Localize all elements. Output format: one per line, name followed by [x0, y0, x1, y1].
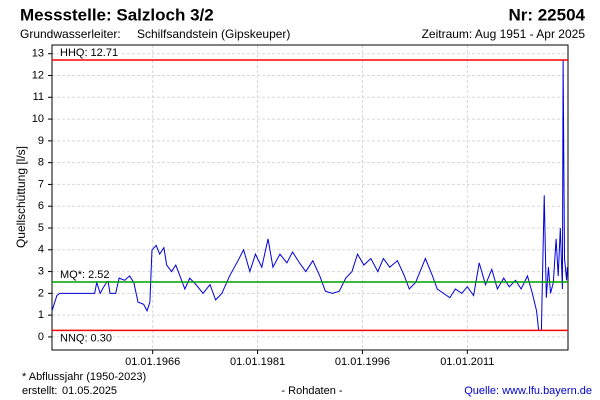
- y-tick-label: 8: [38, 157, 44, 169]
- y-tick-label: 7: [38, 178, 44, 190]
- station-number: Nr: 22504: [508, 5, 585, 24]
- x-tick-label: 01.01.1981: [230, 356, 285, 368]
- y-tick-label: 5: [38, 222, 44, 234]
- reference-label-bg: [59, 46, 120, 59]
- y-tick-label: 6: [38, 200, 44, 212]
- period: Zeitraum: Aug 1951 - Apr 2025: [422, 27, 586, 41]
- x-tick-label: 01.01.2011: [440, 356, 494, 368]
- x-tick-label: 01.01.1966: [125, 356, 180, 368]
- reference-label-bg: [59, 332, 113, 345]
- y-tick-label: 11: [33, 91, 44, 103]
- y-tick-label: 10: [32, 113, 44, 125]
- y-axis-label: Quellschüttung [l/s]: [14, 146, 28, 248]
- y-tick-label: 3: [38, 265, 44, 277]
- y-tick-label: 2: [38, 287, 44, 299]
- created-date: 01.05.2025: [62, 385, 117, 397]
- source: Quelle: www.lfu.bayern.de: [464, 385, 592, 397]
- data-line: [51, 60, 568, 331]
- aquifer: Schilfsandstein (Gipskeuper): [137, 27, 290, 41]
- data-note: - Rohdaten -: [281, 385, 342, 397]
- y-tick-label: 9: [38, 135, 44, 147]
- y-tick-label: 0: [38, 331, 44, 343]
- y-tick-label: 4: [38, 244, 44, 256]
- plot-frame: [51, 44, 569, 351]
- y-tick-label: 12: [32, 69, 44, 81]
- reference-label-bg: [59, 268, 111, 281]
- y-tick-label: 1: [38, 309, 44, 321]
- x-tick-label: 01.01.1996: [335, 356, 390, 368]
- created-label: erstellt:: [22, 385, 57, 397]
- footnote: * Abflussjahr (1950-2023): [22, 371, 146, 383]
- reference-label: MQ*: 2.52: [60, 269, 110, 281]
- reference-label: NNQ: 0.30: [60, 332, 112, 344]
- reference-label: HHQ: 12.71: [60, 47, 118, 59]
- y-tick-label: 13: [32, 48, 44, 60]
- chart-title: Messstelle: Salzloch 3/2: [20, 5, 214, 24]
- aquifer-label: Grundwasserleiter:: [20, 27, 121, 41]
